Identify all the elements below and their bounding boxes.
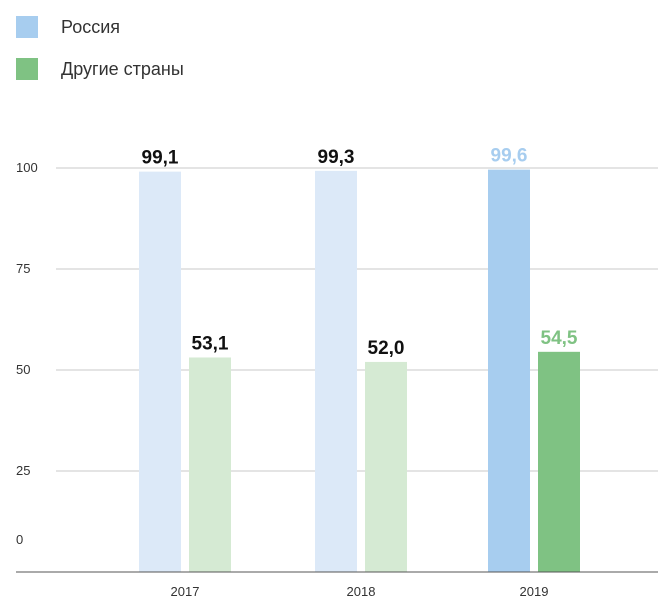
bar-russia-2018 bbox=[315, 170, 357, 572]
x-axis-tick-labels: 2017 2018 2019 bbox=[171, 584, 549, 599]
value-label: 52,0 bbox=[368, 338, 405, 359]
legend-swatch-russia bbox=[16, 16, 38, 38]
legend-label-russia: Россия bbox=[61, 17, 120, 37]
x-tick-label: 2018 bbox=[347, 584, 376, 599]
x-tick-label: 2019 bbox=[520, 584, 549, 599]
value-label: 99,3 bbox=[318, 147, 355, 168]
legend: Россия Другие страны bbox=[16, 16, 184, 80]
value-label: 99,1 bbox=[142, 148, 179, 169]
legend-swatch-other-countries bbox=[16, 58, 38, 80]
value-labels: 99,1 53,1 99,3 52,0 99,6 54,5 bbox=[142, 146, 578, 359]
bar-other-countries-2019 bbox=[538, 351, 580, 572]
y-tick-label: 100 bbox=[16, 160, 38, 175]
bar-russia-2019 bbox=[488, 169, 530, 572]
y-tick-label: 25 bbox=[16, 463, 30, 478]
bar-other-countries-2018 bbox=[365, 361, 407, 572]
y-axis-tick-labels: 0 25 50 75 100 bbox=[16, 160, 38, 547]
legend-label-other-countries: Другие страны bbox=[61, 59, 184, 79]
bar-russia-2017 bbox=[139, 171, 181, 573]
y-tick-label: 50 bbox=[16, 362, 30, 377]
value-label: 54,5 bbox=[541, 328, 578, 349]
y-tick-label: 75 bbox=[16, 261, 30, 276]
value-label: 53,1 bbox=[192, 333, 229, 354]
x-tick-label: 2017 bbox=[171, 584, 200, 599]
bar-other-countries-2017 bbox=[189, 357, 231, 572]
y-tick-label: 0 bbox=[16, 532, 23, 547]
value-label: 99,6 bbox=[491, 146, 528, 167]
bars bbox=[139, 169, 580, 573]
